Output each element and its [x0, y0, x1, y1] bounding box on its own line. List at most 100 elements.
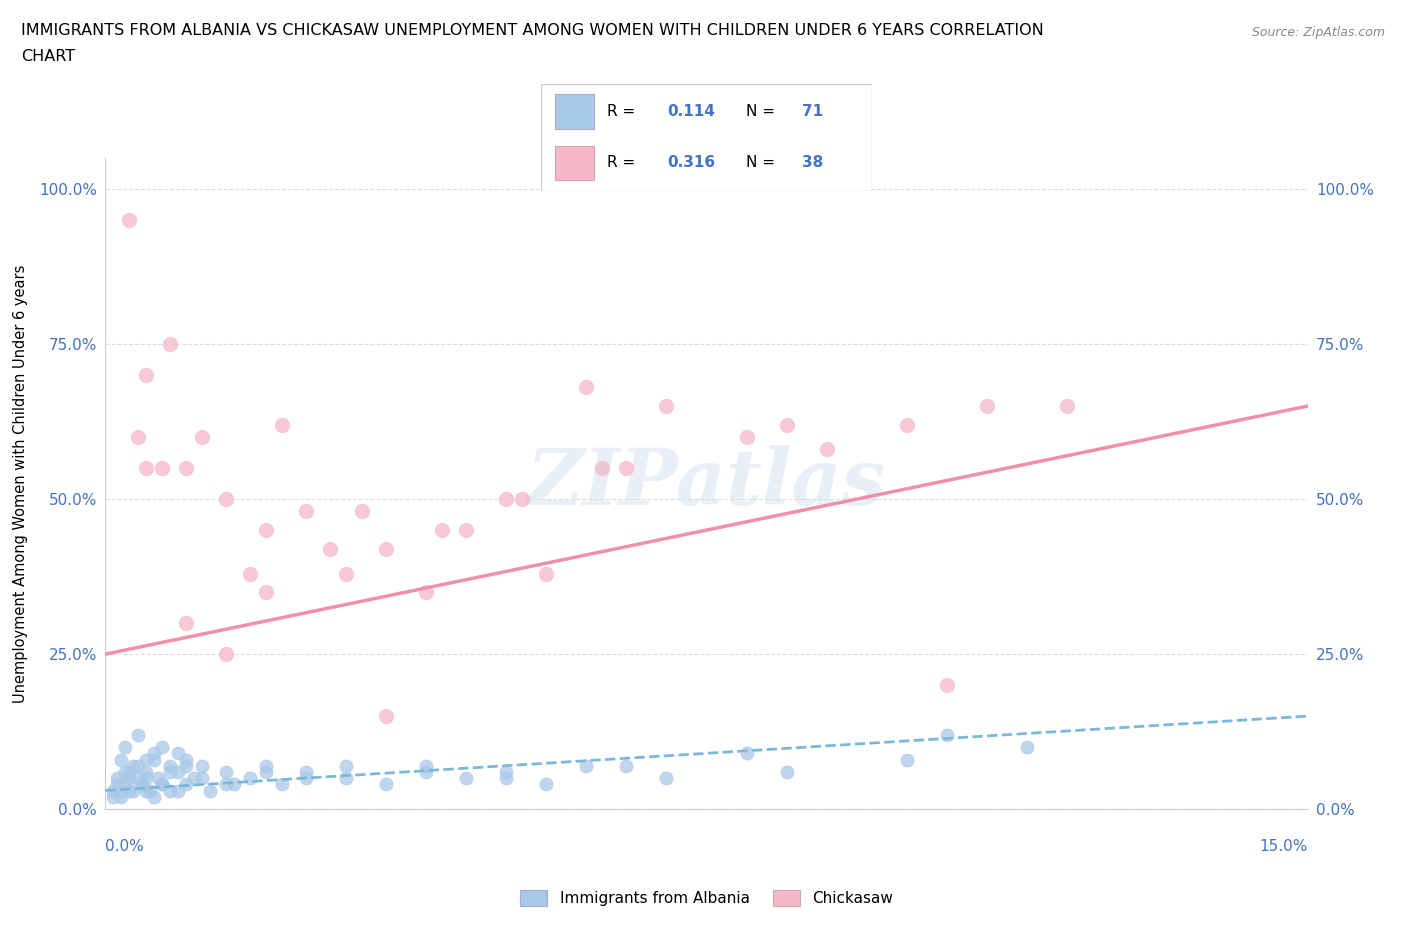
Point: [430, 523, 453, 538]
Point: [190, 430, 212, 445]
Point: [1056, 399, 1078, 414]
Point: [616, 758, 638, 773]
Point: [575, 758, 598, 773]
Point: [118, 783, 141, 798]
Point: [415, 585, 437, 600]
Point: [127, 758, 149, 773]
Point: [495, 764, 517, 779]
Point: [350, 504, 373, 519]
Point: [456, 771, 478, 786]
Point: [214, 777, 236, 791]
Point: [335, 771, 357, 786]
Text: IMMIGRANTS FROM ALBANIA VS CHICKASAW UNEMPLOYMENT AMONG WOMEN WITH CHILDREN UNDE: IMMIGRANTS FROM ALBANIA VS CHICKASAW UNE…: [21, 23, 1043, 38]
FancyBboxPatch shape: [554, 95, 595, 128]
Point: [142, 746, 165, 761]
Text: CHART: CHART: [21, 49, 75, 64]
Point: [190, 758, 212, 773]
Point: [776, 418, 799, 432]
Text: R =: R =: [607, 155, 641, 170]
Point: [936, 678, 959, 693]
Point: [122, 783, 145, 798]
Point: [936, 727, 959, 742]
Point: [776, 764, 799, 779]
Point: [138, 783, 160, 798]
Point: [335, 566, 357, 581]
Point: [166, 764, 188, 779]
Point: [107, 771, 129, 786]
Point: [254, 758, 277, 773]
Point: [295, 771, 318, 786]
Point: [295, 504, 318, 519]
Point: [174, 758, 197, 773]
Point: [254, 585, 277, 600]
Point: [655, 399, 678, 414]
Point: [110, 783, 132, 798]
Text: N =: N =: [747, 155, 780, 170]
Point: [159, 764, 181, 779]
Point: [1015, 739, 1038, 754]
Text: Source: ZipAtlas.com: Source: ZipAtlas.com: [1251, 26, 1385, 39]
Point: [159, 758, 181, 773]
Point: [198, 783, 221, 798]
Point: [146, 771, 169, 786]
Text: 0.0%: 0.0%: [105, 839, 145, 854]
Point: [534, 777, 557, 791]
Point: [127, 727, 149, 742]
Point: [174, 752, 197, 767]
Text: 0.316: 0.316: [666, 155, 716, 170]
Point: [456, 523, 478, 538]
Point: [114, 777, 136, 791]
Point: [815, 442, 838, 457]
Point: [135, 771, 157, 786]
Point: [270, 418, 292, 432]
Point: [374, 777, 398, 791]
Point: [135, 367, 157, 382]
Point: [495, 771, 517, 786]
Point: [295, 764, 318, 779]
Point: [735, 430, 758, 445]
FancyBboxPatch shape: [541, 84, 872, 191]
Point: [174, 460, 197, 475]
Text: R =: R =: [607, 104, 641, 119]
Point: [150, 460, 173, 475]
Point: [142, 790, 165, 804]
Text: 15.0%: 15.0%: [1260, 839, 1308, 854]
Point: [159, 783, 181, 798]
Point: [239, 566, 262, 581]
Point: [122, 758, 145, 773]
Legend: Immigrants from Albania, Chickasaw: Immigrants from Albania, Chickasaw: [513, 884, 900, 912]
Point: [118, 771, 141, 786]
Point: [335, 758, 357, 773]
Point: [319, 541, 342, 556]
Point: [103, 783, 125, 798]
Point: [150, 739, 173, 754]
Point: [655, 771, 678, 786]
Point: [254, 764, 277, 779]
Point: [976, 399, 998, 414]
Point: [374, 709, 398, 724]
Point: [142, 752, 165, 767]
Point: [190, 771, 212, 786]
Point: [135, 460, 157, 475]
Point: [118, 764, 141, 779]
Text: 38: 38: [803, 155, 824, 170]
Point: [616, 460, 638, 475]
Point: [254, 523, 277, 538]
Point: [239, 771, 262, 786]
Point: [183, 771, 205, 786]
Point: [896, 752, 918, 767]
Text: N =: N =: [747, 104, 780, 119]
Point: [270, 777, 292, 791]
Point: [107, 777, 129, 791]
Point: [166, 746, 188, 761]
Point: [166, 783, 188, 798]
Point: [214, 764, 236, 779]
Point: [118, 213, 141, 228]
Point: [415, 764, 437, 779]
Point: [135, 783, 157, 798]
Point: [174, 616, 197, 631]
Point: [222, 777, 245, 791]
Point: [135, 764, 157, 779]
Point: [896, 418, 918, 432]
Point: [114, 739, 136, 754]
